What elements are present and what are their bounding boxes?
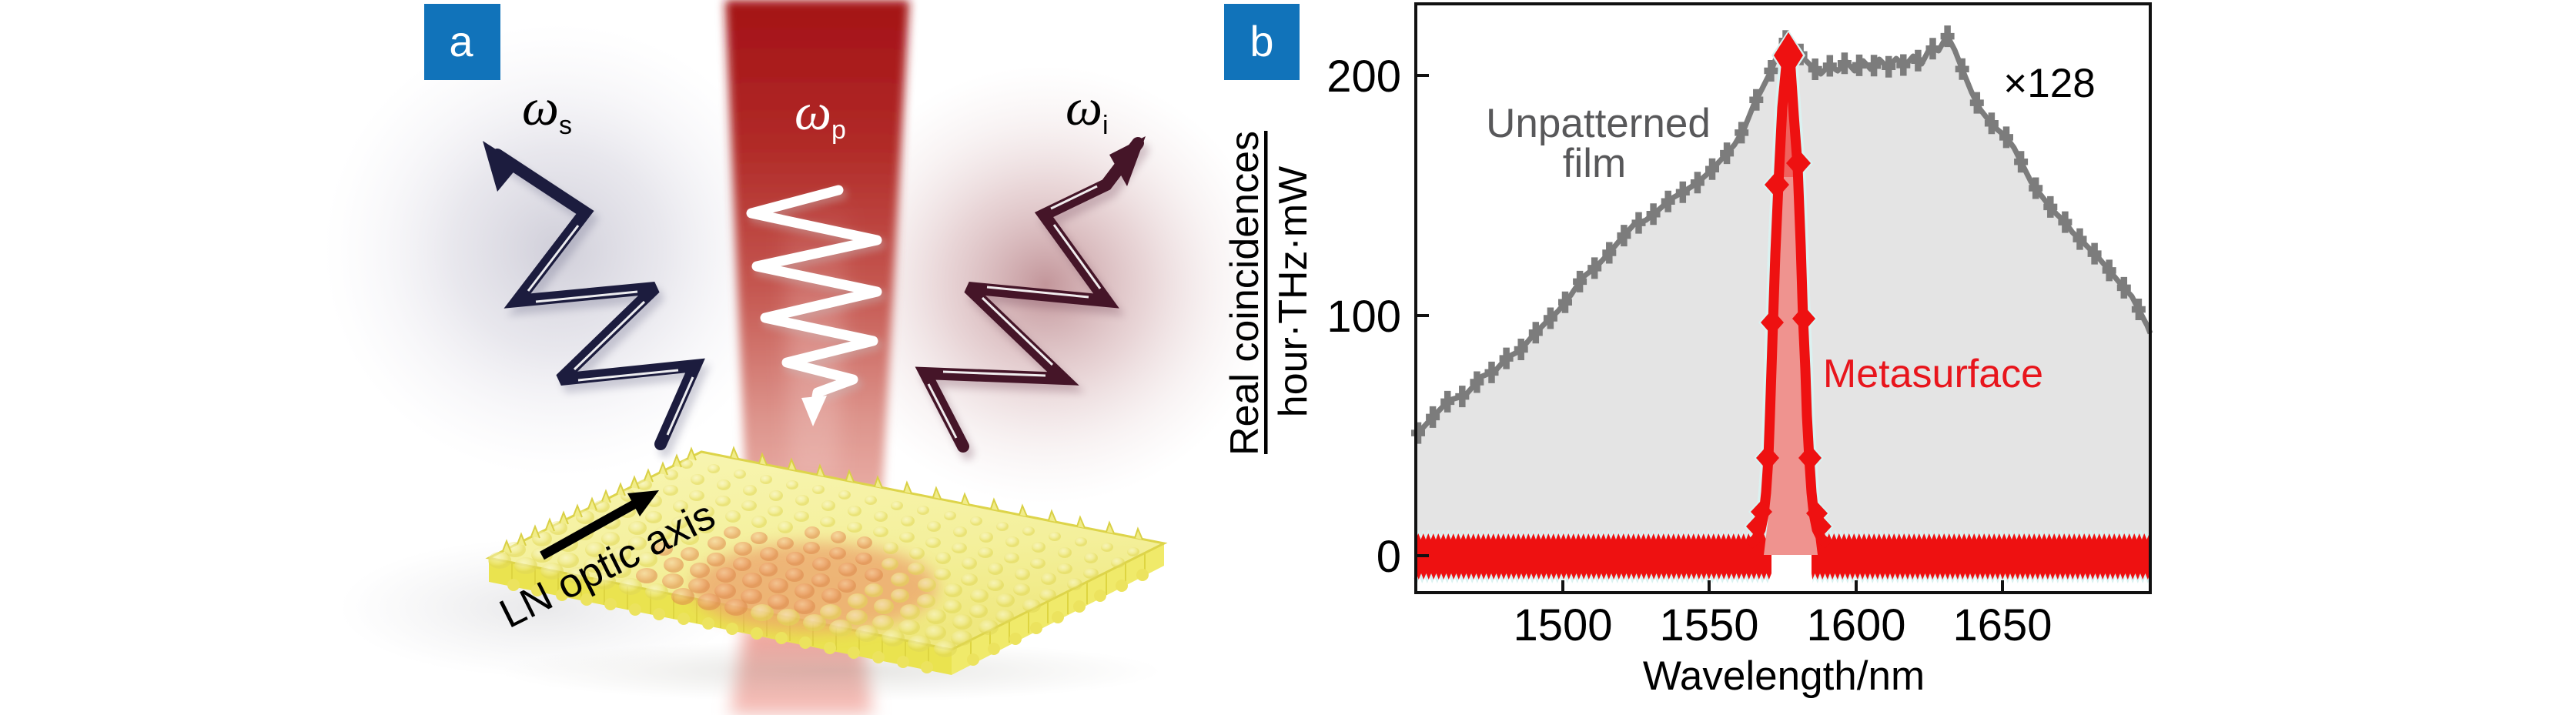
svg-text:ωi: ωi — [1066, 78, 1109, 140]
svg-text:1600: 1600 — [1806, 600, 1905, 650]
svg-text:hour·THz·mW: hour·THz·mW — [1271, 166, 1316, 417]
svg-text:1650: 1650 — [1952, 600, 2052, 650]
svg-text:100: 100 — [1326, 292, 1401, 342]
svg-text:×128: ×128 — [2003, 61, 2095, 106]
svg-text:1500: 1500 — [1513, 600, 1612, 650]
svg-text:a: a — [449, 17, 473, 65]
svg-text:Wavelength/nm: Wavelength/nm — [1643, 653, 1925, 699]
svg-text:0: 0 — [1377, 532, 1401, 582]
svg-text:200: 200 — [1326, 52, 1401, 102]
svg-text:film: film — [1563, 141, 1626, 186]
svg-text:Unpatterned: Unpatterned — [1486, 101, 1711, 146]
svg-text:Real coincidences: Real coincidences — [1223, 131, 1267, 456]
svg-text:1550: 1550 — [1659, 600, 1758, 650]
svg-text:Metasurface: Metasurface — [1823, 352, 2043, 396]
svg-text:b: b — [1250, 17, 1273, 65]
